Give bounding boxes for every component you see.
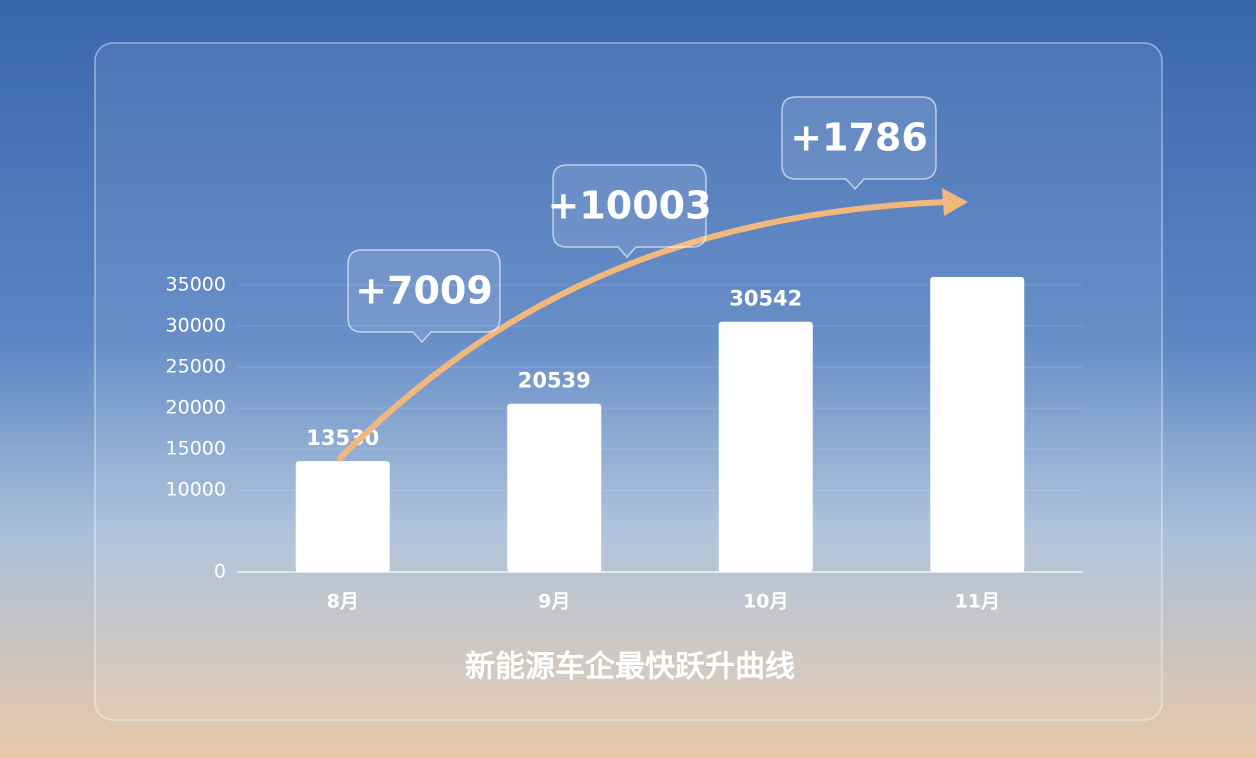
y-tick-label: 35000 <box>166 274 226 296</box>
trend-arrow <box>337 199 948 461</box>
value-label: 30542 <box>729 287 802 311</box>
annotation: +1786 <box>790 116 928 160</box>
value-label: 20539 <box>518 369 591 393</box>
x-tick-label: 11月 <box>955 591 1000 613</box>
y-tick-label: 25000 <box>166 356 226 378</box>
bar <box>718 321 813 572</box>
y-tick-label: 0 <box>214 561 226 583</box>
bar <box>507 403 602 572</box>
y-tick-label: 15000 <box>166 438 226 460</box>
y-tick-label: 20000 <box>166 397 226 419</box>
bar <box>930 277 1025 572</box>
y-tick-label: 30000 <box>166 315 226 337</box>
annotation: +7009 <box>355 269 493 313</box>
callout-box <box>781 96 937 191</box>
annotation: +10003 <box>547 184 711 228</box>
x-tick-label: 8月 <box>327 591 359 613</box>
callout-box <box>552 164 707 259</box>
x-tick-label: 9月 <box>538 591 570 613</box>
y-tick-label: 10000 <box>166 479 226 501</box>
callout-box <box>347 249 501 344</box>
chart-title: 新能源车企最快跃升曲线 <box>465 650 795 685</box>
bar <box>295 461 390 572</box>
x-tick-label: 10月 <box>743 591 788 613</box>
arrow-head <box>942 188 968 216</box>
